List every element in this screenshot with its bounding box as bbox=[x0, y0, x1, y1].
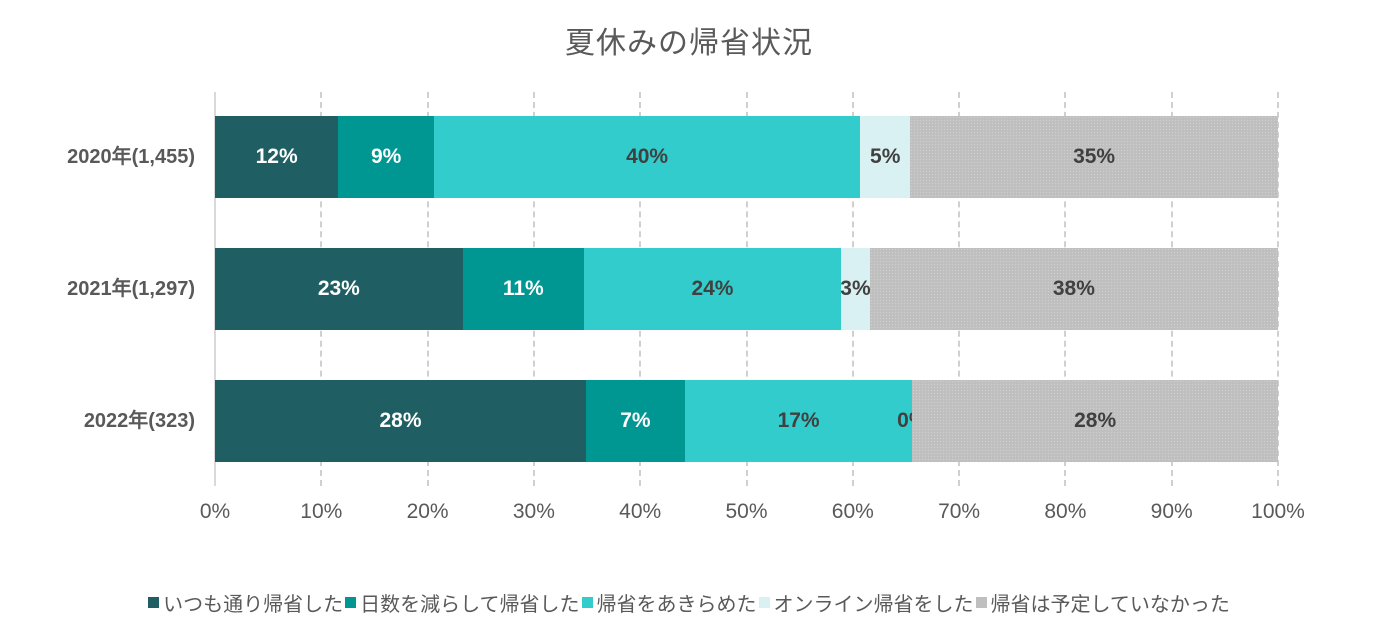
plot-area: 12%9%40%5%35% 23%11%24%3%38% 28%7%17%0%28% bbox=[214, 92, 1279, 486]
bar-segment[interactable]: 5% bbox=[860, 116, 911, 198]
x-axis-tick-label: 40% bbox=[619, 500, 662, 523]
legend-item[interactable]: オンライン帰省をした bbox=[758, 588, 974, 617]
x-axis-tick-label: 0% bbox=[199, 500, 231, 523]
x-axis-tick-label: 20% bbox=[406, 500, 449, 523]
x-axis-tick-label: 80% bbox=[1044, 500, 1087, 523]
x-axis-tick-label: 60% bbox=[831, 500, 874, 523]
legend-label: いつも通り帰省した bbox=[163, 592, 344, 616]
bar-row: 12% 9% 40% 5% 35% bbox=[215, 116, 1278, 198]
y-axis-label: 2020年(1,455) bbox=[67, 146, 195, 168]
bar-segment[interactable]: 35% bbox=[910, 116, 1278, 198]
bar-segment[interactable]: 38% bbox=[869, 248, 1278, 330]
bar-segment[interactable]: 24% bbox=[583, 248, 842, 330]
bar-segment[interactable]: 28% bbox=[215, 380, 586, 462]
bar-segment[interactable]: 9% bbox=[338, 116, 434, 198]
legend-swatch-icon bbox=[581, 597, 593, 608]
bar-segment[interactable]: 28% bbox=[912, 380, 1278, 462]
legend-swatch-icon bbox=[758, 597, 770, 608]
legend-label: 帰省をあきらめた bbox=[596, 592, 757, 616]
x-axis-tick-label: 10% bbox=[300, 500, 343, 523]
legend-item[interactable]: 帰省をあきらめた bbox=[581, 588, 757, 617]
legend-label: 日数を減らして帰省した bbox=[360, 592, 580, 616]
gridline bbox=[1277, 92, 1279, 486]
bar-row: 28%7%17%0%28% bbox=[215, 380, 1278, 462]
legend-swatch-icon bbox=[975, 597, 987, 608]
bar-segment[interactable]: 17% bbox=[684, 380, 913, 462]
legend-label: 帰省は予定していなかった bbox=[990, 592, 1230, 616]
legend-item[interactable]: 日数を減らして帰省した bbox=[345, 588, 580, 617]
bar-segment[interactable]: 7% bbox=[585, 380, 685, 462]
legend-item[interactable]: 帰省は予定していなかった bbox=[975, 588, 1230, 617]
bar-segment[interactable]: 40% bbox=[433, 116, 861, 198]
x-axis-tick-label: 100% bbox=[1251, 500, 1305, 523]
x-axis-tick-label: 50% bbox=[725, 500, 768, 523]
x-axis-tick-label: 90% bbox=[1150, 500, 1193, 523]
bar-segment[interactable]: 23% bbox=[215, 248, 463, 330]
legend-swatch-icon bbox=[345, 597, 357, 608]
y-axis-label: 2022年(323) bbox=[83, 410, 195, 432]
bar-segment[interactable]: 11% bbox=[462, 248, 584, 330]
legend-label: オンライン帰省をした bbox=[773, 592, 974, 616]
bar-segment[interactable]: 12% bbox=[215, 116, 339, 198]
y-axis-label: 2021年(1,297) bbox=[67, 278, 195, 300]
x-axis-tick-label: 70% bbox=[938, 500, 981, 523]
legend: いつも通り帰省した 日数を減らして帰省した 帰省をあきらめた オンライン帰省をした 帰省… bbox=[0, 588, 1378, 617]
bar-row: 23% 11% 24% 3% 38% bbox=[215, 248, 1278, 330]
legend-swatch-icon bbox=[148, 597, 160, 608]
legend-item[interactable]: いつも通り帰省した bbox=[148, 588, 343, 617]
chart-title: 夏休みの帰省状況 bbox=[565, 26, 813, 61]
bar-segment[interactable]: 3% bbox=[840, 248, 871, 330]
x-axis-tick-label: 30% bbox=[512, 500, 555, 523]
